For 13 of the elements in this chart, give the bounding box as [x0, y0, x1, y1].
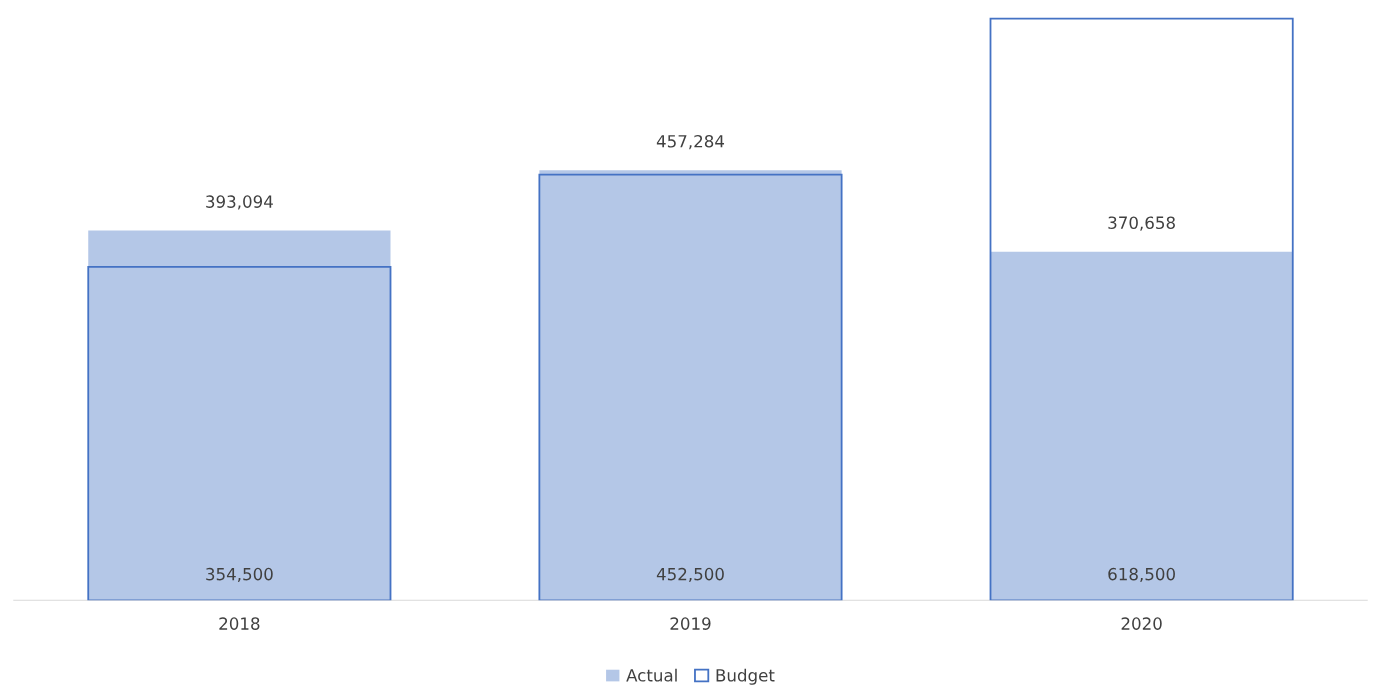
bar: [989, 17, 1294, 601]
x-tick-label: 2019: [670, 617, 711, 630]
legend-label: Actual: [626, 668, 677, 682]
data-label: 618,500: [1108, 567, 1175, 583]
data-label: 452,500: [656, 567, 724, 583]
x-tick-label: 2018: [219, 617, 260, 630]
data-label: 354,500: [206, 567, 273, 583]
x-tick-label: 2020: [1121, 617, 1162, 630]
bar: [990, 251, 1293, 601]
data-label: 370,658: [1108, 216, 1175, 231]
legend-label: Budget: [716, 668, 775, 685]
data-label: 393,094: [206, 195, 273, 210]
data-label: 457,284: [656, 134, 725, 150]
